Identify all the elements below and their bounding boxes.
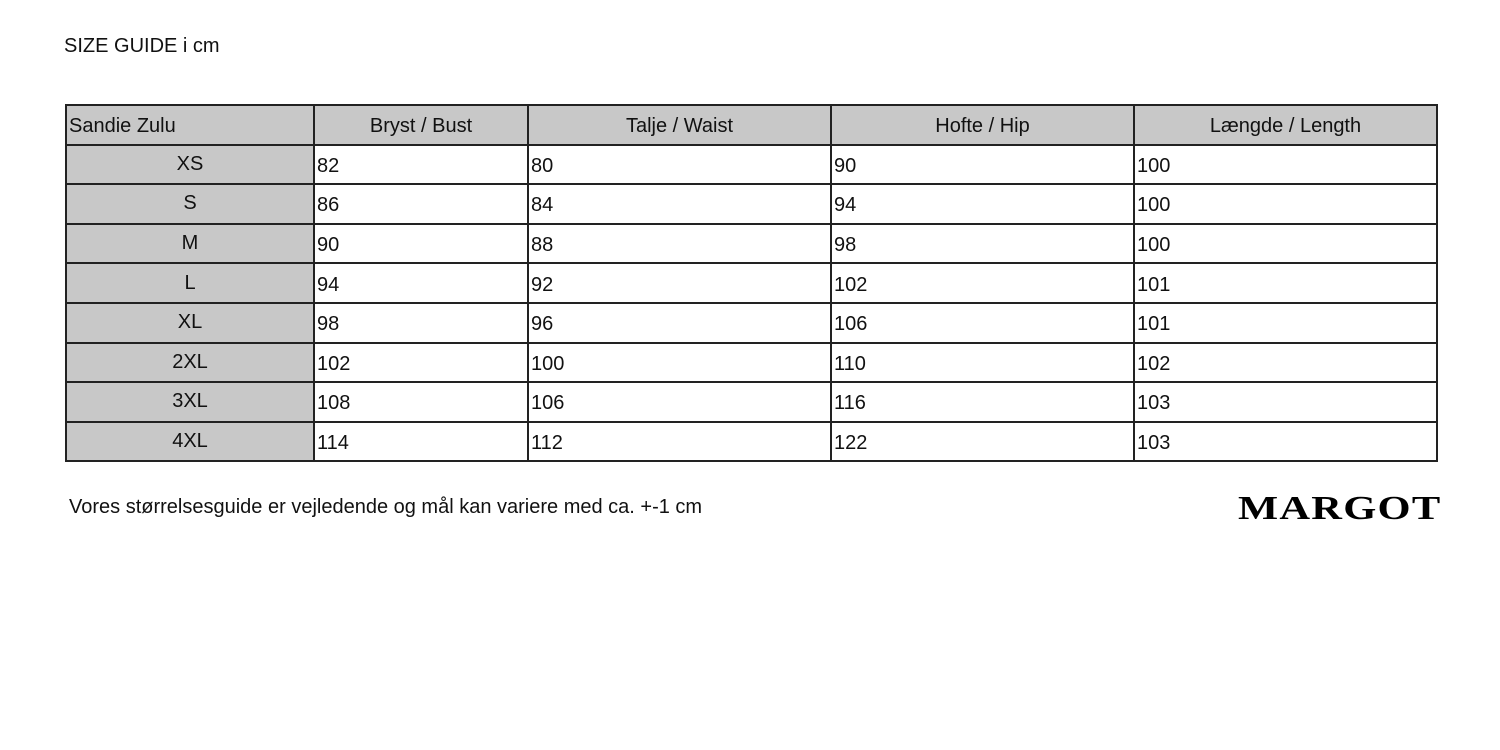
measurement-cell: 100 [527, 341, 832, 384]
measurement-cell: 90 [313, 222, 529, 265]
disclaimer-note: Vores størrelsesguide er vejledende og m… [69, 496, 703, 518]
table-row: L 94 92 102 101 [65, 262, 1438, 304]
measurement-cell: 114 [313, 420, 529, 463]
measurement-cell: 102 [1133, 341, 1438, 384]
measurement-cell: 112 [527, 420, 832, 463]
column-header: Hofte / Hip [830, 104, 1135, 146]
measurement-cell: 122 [830, 420, 1135, 463]
measurement-cell: 88 [527, 222, 832, 265]
column-header: Talje / Waist [527, 104, 832, 146]
measurement-cell: 100 [1133, 222, 1438, 265]
page-title: SIZE GUIDE i cm [64, 35, 220, 57]
size-label[interactable]: 2XL [65, 341, 315, 384]
measurement-cell: 108 [313, 381, 529, 423]
measurement-cell: 96 [527, 301, 832, 344]
measurement-cell: 106 [527, 381, 832, 423]
size-label[interactable]: XL [65, 301, 315, 344]
measurement-cell: 102 [313, 341, 529, 384]
size-label[interactable]: M [65, 222, 315, 265]
table-row: 2XL 102 100 110 102 [65, 341, 1438, 384]
measurement-cell: 86 [313, 183, 529, 225]
measurement-cell: 82 [313, 143, 529, 186]
measurement-cell: 110 [830, 341, 1135, 384]
measurement-cell: 106 [830, 301, 1135, 344]
table-row: S 86 84 94 100 [65, 183, 1438, 225]
measurement-cell: 101 [1133, 301, 1438, 344]
size-label[interactable]: 4XL [65, 420, 315, 463]
measurement-cell: 90 [830, 143, 1135, 186]
brand-logo: MARGOT [1238, 490, 1442, 527]
size-label[interactable]: 3XL [65, 381, 315, 423]
column-header: Bryst / Bust [313, 104, 529, 146]
measurement-cell: 94 [830, 183, 1135, 225]
table-row: XS 82 80 90 100 [65, 143, 1438, 186]
measurement-cell: 98 [313, 301, 529, 344]
product-name-header: Sandie Zulu [65, 104, 315, 146]
measurement-cell: 101 [1133, 262, 1438, 304]
size-label[interactable]: L [65, 262, 315, 304]
measurement-cell: 102 [830, 262, 1135, 304]
measurement-cell: 94 [313, 262, 529, 304]
size-label[interactable]: XS [65, 143, 315, 186]
table-row: 3XL 108 106 116 103 [65, 381, 1438, 423]
measurement-cell: 80 [527, 143, 832, 186]
measurement-cell: 92 [527, 262, 832, 304]
column-header: Længde / Length [1133, 104, 1438, 146]
measurement-cell: 100 [1133, 183, 1438, 225]
measurement-cell: 84 [527, 183, 832, 225]
size-table: Sandie Zulu Bryst / Bust Talje / Waist Hoft… [65, 104, 1438, 463]
measurement-cell: 116 [830, 381, 1135, 423]
table-row: XL 98 96 106 101 [65, 301, 1438, 344]
measurement-cell: 100 [1133, 143, 1438, 186]
measurement-cell: 103 [1133, 420, 1438, 463]
table-row: 4XL 114 112 122 103 [65, 420, 1438, 463]
table-row: M 90 88 98 100 [65, 222, 1438, 265]
measurement-cell: 103 [1133, 381, 1438, 423]
table-header-row: Sandie Zulu Bryst / Bust Talje / Waist Hoft… [65, 104, 1438, 146]
measurement-cell: 98 [830, 222, 1135, 265]
size-label[interactable]: S [65, 183, 315, 225]
